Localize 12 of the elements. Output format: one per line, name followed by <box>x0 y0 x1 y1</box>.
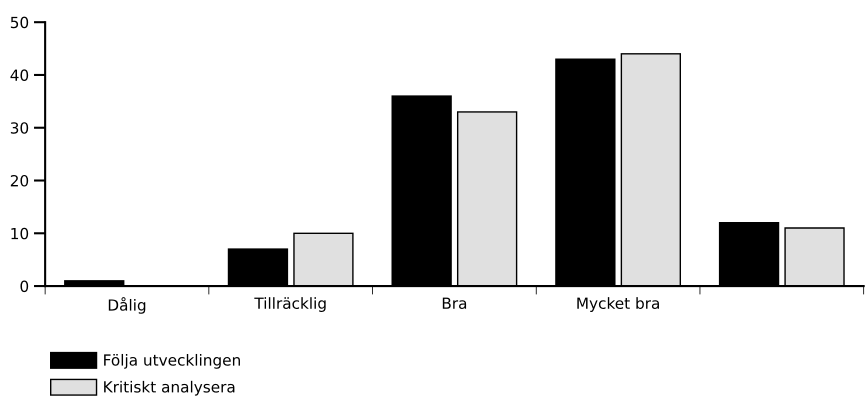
y-tick-label: 30 <box>10 122 28 134</box>
y-tick-label: 50 <box>10 16 28 28</box>
y-tick-label: 0 <box>20 280 28 292</box>
x-tick-label: Mycket bra <box>577 297 659 312</box>
legend-label: Följa utvecklingen <box>104 354 240 369</box>
y-tick-label: 10 <box>11 228 28 240</box>
x-tick-label: Tillräcklig <box>254 297 326 312</box>
x-tick-label: Bra <box>442 298 466 309</box>
y-tick-label: 40 <box>10 69 28 81</box>
y-tick-label: 20 <box>10 174 28 187</box>
x-tick-label: Dålig <box>108 297 146 314</box>
legend-label: Kritiskt analysera <box>104 380 234 396</box>
